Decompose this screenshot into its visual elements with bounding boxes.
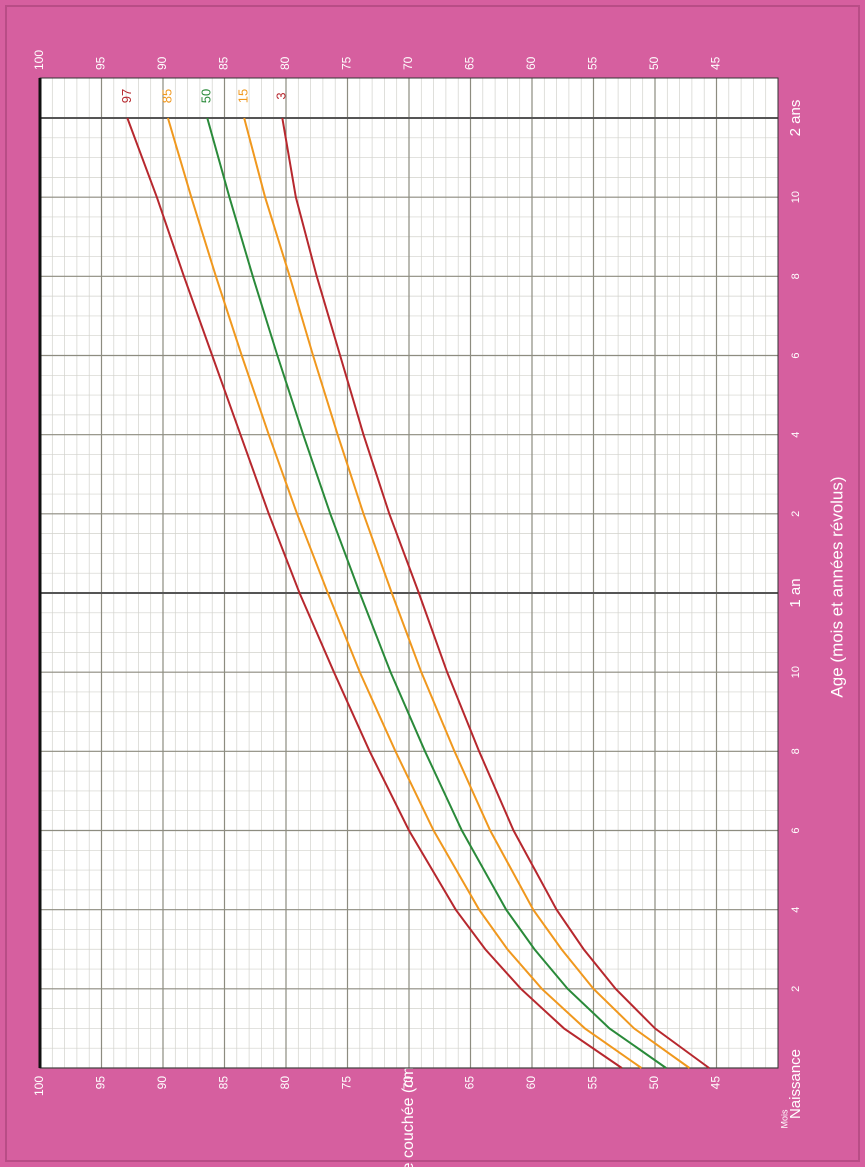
legend-label: 50	[199, 89, 214, 103]
y-tick-label: 65	[463, 56, 477, 70]
x-tick-label: 8	[790, 748, 802, 754]
y-tick-label: 95	[94, 1076, 108, 1090]
y-tick-label: 50	[647, 56, 661, 70]
rotated-chart: Age (mois et années révolus) Mois Taille…	[32, 50, 846, 1167]
percentile-line	[281, 117, 710, 1069]
x-tick-label: 1 an	[787, 578, 804, 607]
y-tick-label: 70	[401, 1076, 415, 1090]
y-tick-label: 85	[217, 56, 231, 70]
percentile-line	[243, 117, 691, 1069]
y-tick-label: 60	[524, 56, 538, 70]
y-tick-label: 95	[94, 56, 108, 70]
x-tick-label: 8	[790, 273, 802, 279]
y-tick-label: 90	[155, 56, 169, 70]
y-tick-label: 100	[32, 50, 46, 70]
legend-label: 15	[236, 89, 251, 103]
y-tick-label: 70	[401, 56, 415, 70]
y-tick-label: 75	[340, 56, 354, 70]
frame	[5, 5, 860, 1162]
x-tick-label: 2	[790, 511, 802, 517]
x-tick-label: 6	[790, 827, 802, 833]
legend-label: 97	[119, 89, 134, 103]
x-tick-label: 6	[790, 352, 802, 358]
y-tick-label: 45	[709, 56, 723, 70]
y-tick-label: 75	[340, 1076, 354, 1090]
percentile-line	[206, 117, 667, 1069]
x-tick-label: 4	[790, 907, 802, 913]
percentile-line	[166, 117, 643, 1069]
x-axis-title: Age (mois et années révolus)	[827, 476, 846, 697]
legend-label: 3	[274, 92, 289, 99]
x-tick-label: 2 ans	[787, 100, 804, 137]
x-tick-label: 10	[790, 191, 802, 203]
y-tick-label: 55	[586, 1076, 600, 1090]
legend-label: 85	[159, 89, 174, 103]
y-tick-label: 90	[155, 1076, 169, 1090]
y-tick-label: 60	[524, 1076, 538, 1090]
y-tick-label: 45	[709, 1076, 723, 1090]
x-axis-sublabel: Mois	[779, 1109, 789, 1129]
y-tick-label: 55	[586, 56, 600, 70]
x-tick-label: 4	[790, 432, 802, 438]
y-tick-label: 80	[278, 1076, 292, 1090]
x-tick-label: 10	[790, 666, 802, 678]
x-tick-label: 2	[790, 986, 802, 992]
y-tick-label: 50	[647, 1076, 661, 1090]
y-tick-label: 80	[278, 56, 292, 70]
percentile-line	[126, 117, 623, 1069]
y-tick-label: 100	[32, 1076, 46, 1096]
y-axis-title: Taille couchée (cm)	[400, 1061, 417, 1167]
y-tick-label: 85	[217, 1076, 231, 1090]
x-tick-label: Naissance	[787, 1049, 804, 1119]
y-tick-label: 65	[463, 1076, 477, 1090]
